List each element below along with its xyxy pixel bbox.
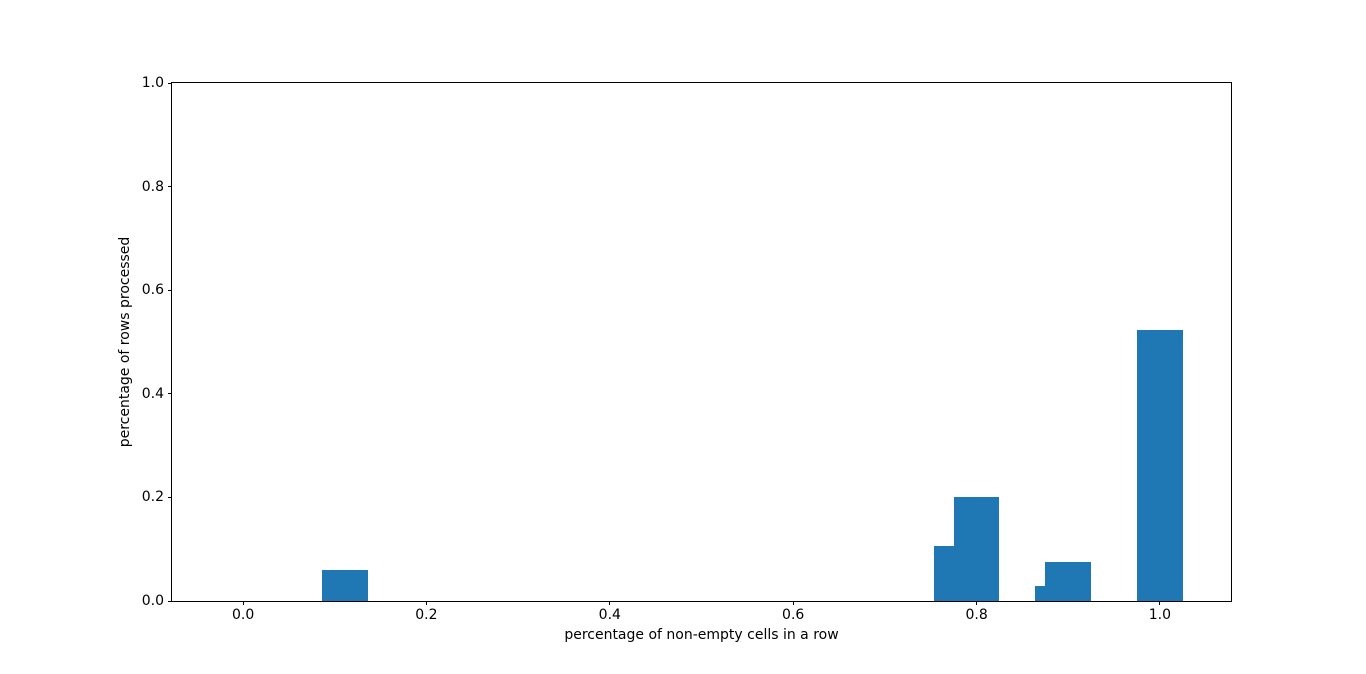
x-tick-mark <box>976 601 978 605</box>
y-tick-mark <box>168 186 172 188</box>
y-tick-label: 0.0 <box>141 593 164 609</box>
y-tick-label: 1.0 <box>141 75 164 91</box>
x-tick-label: 0.2 <box>415 607 438 623</box>
plot-area: 0.0 0.2 0.4 0.6 0.8 1.0 0.0 0.2 0.4 0.6 0.8 1.0 pe… <box>117 76 1232 643</box>
y-tick-mark <box>168 393 172 395</box>
x-tick-mark <box>242 601 244 605</box>
x-tick-mark <box>1159 601 1161 605</box>
histogram-bar <box>1045 561 1092 601</box>
y-tick-mark <box>168 82 172 84</box>
y-tick-label: 0.6 <box>141 282 164 299</box>
x-tick-mark <box>425 601 427 605</box>
histogram-bar <box>1137 329 1183 601</box>
histogram-bar <box>321 569 368 601</box>
x-tick-mark <box>792 601 794 605</box>
x-tick-label: 0.8 <box>965 607 988 623</box>
y-tick-mark <box>168 496 172 498</box>
x-tick-label: 1.0 <box>1148 607 1172 623</box>
y-tick-label: 0.8 <box>141 178 164 195</box>
x-tick-mark <box>609 601 611 605</box>
x-tick-label: 0.4 <box>598 607 621 623</box>
y-tick-mark <box>168 289 172 291</box>
x-axis-label: percentage of non-empty cells in a row <box>564 627 839 643</box>
histogram-bar <box>953 497 1000 601</box>
y-tick-label: 0.4 <box>141 385 164 402</box>
y-tick-mark <box>168 600 172 602</box>
x-tick-label: 0.6 <box>782 607 805 623</box>
y-tick-label: 0.2 <box>141 489 164 506</box>
y-axis-label: percentage of rows processed <box>117 236 133 448</box>
x-tick-label: 0.0 <box>231 607 255 623</box>
